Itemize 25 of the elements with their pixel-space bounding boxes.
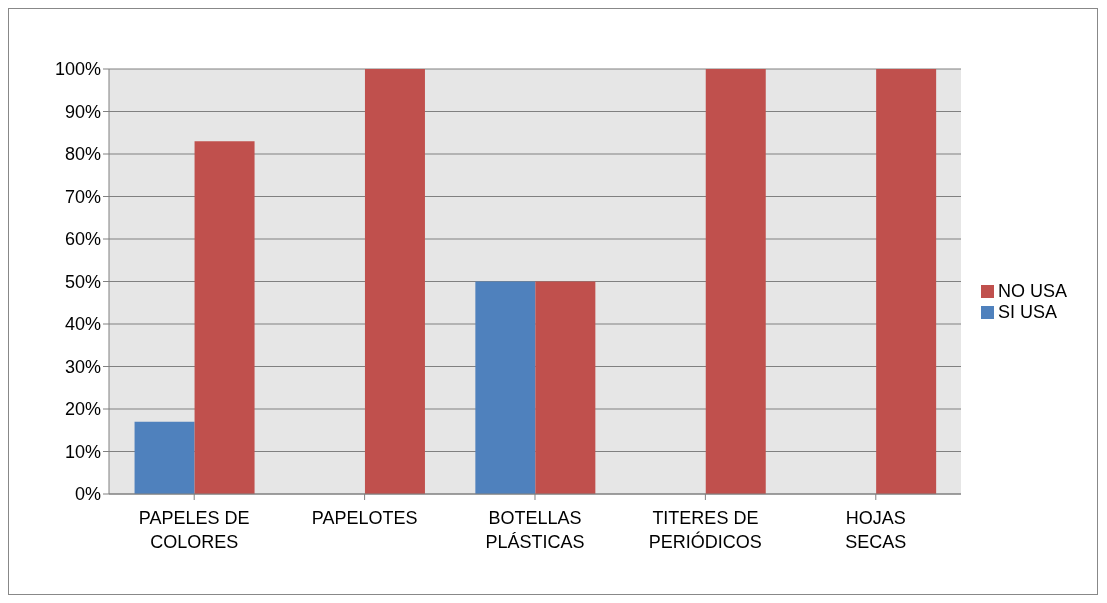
x-tick-label: HOJAS SECAS xyxy=(845,508,907,552)
y-tick-label: 80% xyxy=(64,144,101,165)
y-tick-label: 10% xyxy=(64,441,101,462)
y-tick-label: 0% xyxy=(74,484,101,505)
bar xyxy=(535,281,596,494)
y-tick-label: 20% xyxy=(64,399,101,420)
y-tick-label: 100% xyxy=(54,59,101,80)
bar xyxy=(364,69,425,494)
y-tick-label: 90% xyxy=(64,101,101,122)
bar xyxy=(134,421,195,494)
legend-label: NO USA xyxy=(997,280,1067,301)
x-tick-label: BOTELLAS PLÁSTICAS xyxy=(485,508,585,552)
y-tick-label: 60% xyxy=(64,229,101,250)
y-tick-label: 50% xyxy=(64,271,101,292)
bar xyxy=(876,69,937,494)
x-tick-label: PAPELES DE COLORES xyxy=(138,508,250,552)
y-tick-label: 40% xyxy=(64,314,101,335)
y-tick-label: 70% xyxy=(64,186,101,207)
bar xyxy=(194,141,255,494)
y-tick-label: 30% xyxy=(64,356,101,377)
x-tick-label: PAPELOTES xyxy=(311,508,418,528)
x-tick-label: TITERES DE PERIÓDICOS xyxy=(648,508,762,552)
bar xyxy=(705,69,766,494)
legend-label: SI USA xyxy=(997,301,1058,322)
bar xyxy=(475,281,536,494)
